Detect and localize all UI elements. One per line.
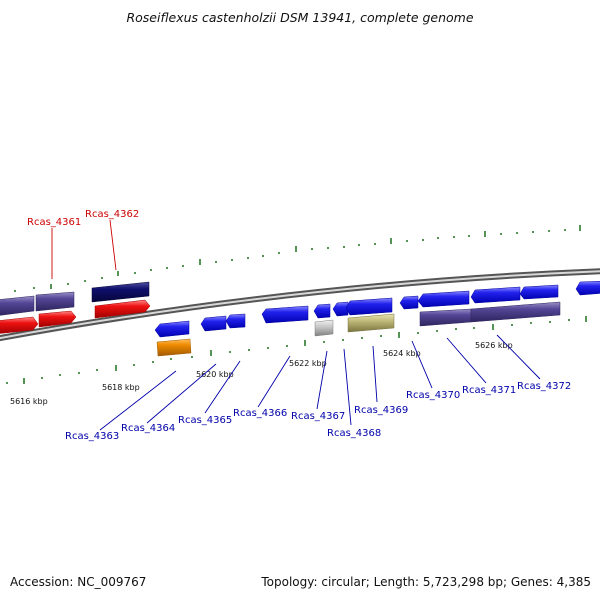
gene-olive-rcas-4369 <box>347 313 395 333</box>
gene-purple-rcas-4370 <box>419 308 472 327</box>
genome-summary-text: Topology: circular; Length: 5,723,298 bp… <box>261 575 591 589</box>
gene-label-rcas-4361: Rcas_4361 <box>27 217 81 228</box>
label-leader-lines <box>51 219 541 431</box>
gene-blue <box>519 284 559 300</box>
gene-label-rcas-4365: Rcas_4365 <box>178 415 232 426</box>
scale-label-5618: 5618 kbp <box>102 383 140 392</box>
map-title: Roseiflexus castenholzii DSM 13941, comp… <box>126 10 474 25</box>
leader-rcas-4362 <box>109 219 117 271</box>
gene-red <box>94 299 151 319</box>
gene-blue <box>345 297 393 316</box>
gene-label-rcas-4367: Rcas_4367 <box>291 411 345 422</box>
leader-rcas-4368 <box>343 348 352 426</box>
gene-purple-rcas-4371 <box>470 301 561 323</box>
scale-label-5624: 5624 kbp <box>383 349 421 358</box>
genome-backbone <box>0 268 600 342</box>
gene-blue-rcas-4365 <box>225 313 246 329</box>
gene-label-rcas-4372: Rcas_4372 <box>517 381 571 392</box>
gene-label-rcas-4366: Rcas_4366 <box>233 408 287 419</box>
gene-blue-rcas-4363 <box>154 320 190 338</box>
gene-blue-rcas-4364 <box>200 315 227 332</box>
gene-blue <box>332 301 349 317</box>
gene-label-rcas-4371: Rcas_4371 <box>462 385 516 396</box>
gene-red <box>0 316 39 334</box>
gene-purple-outer <box>35 291 75 312</box>
leader-rcas-4371 <box>446 337 487 384</box>
gene-label-rcas-4363: Rcas_4363 <box>65 431 119 442</box>
gene-blue <box>575 280 600 296</box>
leader-rcas-4365 <box>204 360 241 414</box>
gene-blue <box>417 290 470 308</box>
scale-label-5626: 5626 kbp <box>475 341 513 350</box>
gene-blue <box>261 305 309 324</box>
leader-rcas-4369 <box>372 345 378 403</box>
gene-navy-rcas-4362 <box>91 281 150 303</box>
gene-label-rcas-4368: Rcas_4368 <box>327 428 381 439</box>
gene-purple-outer-left <box>0 295 35 316</box>
leader-rcas-4372 <box>496 334 541 380</box>
gene-label-rcas-4369: Rcas_4369 <box>354 405 408 416</box>
gene-label-rcas-4362: Rcas_4362 <box>85 209 139 220</box>
inner-scale-ticks <box>6 316 587 384</box>
leader-rcas-4367 <box>316 350 328 410</box>
gene-blue <box>399 295 419 310</box>
outer-track-genes <box>0 280 600 324</box>
gene-blue <box>313 303 331 319</box>
gene-label-rcas-4370: Rcas_4370 <box>406 390 460 401</box>
scale-label-5620: 5620 kbp <box>196 370 234 379</box>
gene-blue <box>470 286 521 304</box>
gene-red <box>38 310 77 328</box>
inner-track-genes <box>0 299 561 357</box>
accession-text: Accession: NC_009767 <box>10 575 147 589</box>
scale-label-5616: 5616 kbp <box>10 397 48 406</box>
leader-rcas-4363 <box>99 370 177 431</box>
leader-rcas-4370 <box>411 340 433 389</box>
gene-grey-rcas-4367 <box>314 319 334 337</box>
outer-scale-ticks <box>14 225 581 292</box>
leader-rcas-4366 <box>257 355 291 408</box>
gene-label-rcas-4364: Rcas_4364 <box>121 423 175 434</box>
leader-rcas-4364 <box>146 363 217 424</box>
gene-orange <box>156 338 192 357</box>
scale-label-5622: 5622 kbp <box>289 359 327 368</box>
genome-backbone-highlight <box>0 270 600 340</box>
